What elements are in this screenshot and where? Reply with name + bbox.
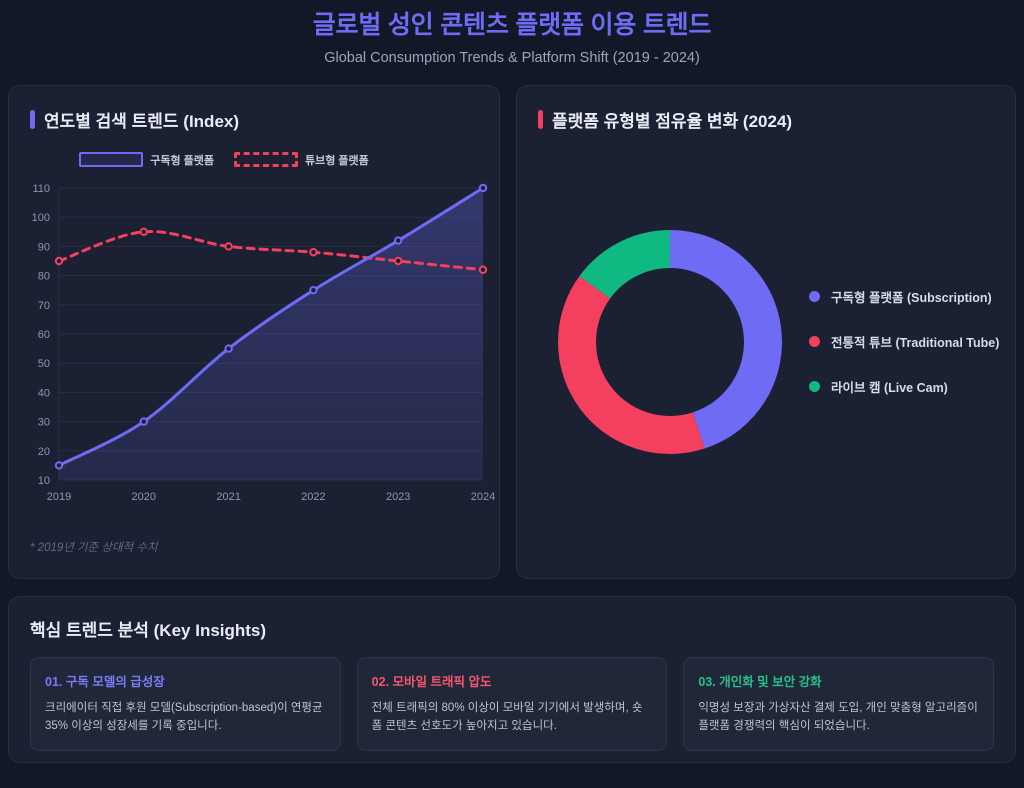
svg-text:30: 30	[38, 416, 50, 428]
donut-legend-item-tube[interactable]: 전통적 튜브 (Traditional Tube)	[809, 332, 999, 351]
svg-text:50: 50	[38, 358, 50, 370]
legend-dot-icon	[809, 291, 820, 303]
legend-swatch-dashed-icon	[234, 152, 298, 168]
tube-series-points	[54, 227, 488, 274]
legend-item-subscription[interactable]: 구독형 플랫폼	[79, 152, 214, 168]
donut-chart-title-row: 플랫폼 유형별 점유율 변화 (2024)	[517, 86, 1015, 132]
line-chart-title: 연도별 검색 트렌드 (Index)	[44, 111, 240, 131]
line-chart-plot: 10 20 30 40 50 60 70 80 90 100 110 2019 2020 2021 202…	[9, 174, 499, 539]
svg-text:90: 90	[38, 241, 50, 253]
chart-x-axis-labels: 2019 2020 2021 2022 2023 2024	[47, 491, 495, 503]
donut-legend-label-subscription: 구독형 플랫폼 (Subscription)	[831, 291, 992, 306]
line-chart-panel: 연도별 검색 트렌드 (Index) 구독형 플랫폼 튜브형 플랫폼	[8, 84, 500, 579]
insight-card-body: 전체 트래픽의 80% 이상이 모바일 기기에서 발생하며, 숏폼 콘텐츠 선호…	[371, 701, 643, 733]
page-header: 글로벌 성인 콘텐츠 플랫폼 이용 트렌드 Global Consumption…	[8, 0, 1016, 66]
donut-chart-svg	[558, 229, 783, 454]
insight-card-body: 익명성 보장과 가상자산 결제 도입, 개인 맞춤형 알고리즘이 플랫폼 경쟁력…	[698, 701, 978, 733]
donut-legend-item-livecam[interactable]: 라이브 캠 (Live Cam)	[809, 377, 999, 396]
donut-legend-label-livecam: 라이브 캠 (Live Cam)	[831, 381, 948, 396]
insight-card-head: 01. 구독 모델의 급성장	[45, 674, 165, 689]
tube-series-line	[57, 229, 485, 272]
svg-text:2019: 2019	[47, 491, 71, 503]
donut-segment[interactable]	[670, 229, 783, 449]
svg-text:110: 110	[32, 183, 50, 195]
legend-item-tube[interactable]: 튜브형 플랫폼	[234, 152, 369, 168]
donut-chart-body: 구독형 플랫폼 (Subscription) 전통적 튜브 (Tradition…	[517, 132, 1015, 552]
insight-cards-grid: 01. 구독 모델의 급성장 크리에이터 직접 후원 모델(Subscripti…	[30, 656, 995, 751]
donut-segment[interactable]	[558, 275, 705, 454]
page-title: 글로벌 성인 콘텐츠 플랫폼 이용 트렌드	[312, 11, 712, 39]
area-fill	[59, 187, 483, 480]
line-chart-footnote: * 2019년 기준 상대적 수치	[30, 541, 158, 554]
line-chart-title-row: 연도별 검색 트렌드 (Index)	[9, 86, 499, 132]
accent-bar-icon	[30, 109, 35, 129]
donut-chart-legend: 구독형 플랫폼 (Subscription) 전통적 튜브 (Tradition…	[805, 287, 999, 396]
charts-row: 연도별 검색 트렌드 (Index) 구독형 플랫폼 튜브형 플랫폼	[8, 84, 1016, 579]
legend-dot-icon	[809, 381, 820, 393]
svg-text:60: 60	[38, 329, 50, 341]
insight-card[interactable]: 01. 구독 모델의 급성장 크리에이터 직접 후원 모델(Subscripti…	[30, 656, 341, 751]
svg-text:100: 100	[32, 212, 50, 224]
svg-text:2022: 2022	[301, 491, 325, 503]
key-insights-panel: 핵심 트렌드 분석 (Key Insights) 01. 구독 모델의 급성장 …	[8, 595, 1016, 763]
subscription-series-line	[57, 186, 485, 467]
subscription-series-points	[54, 183, 488, 470]
chart-y-axis-labels: 10 20 30 40 50 60 70 80 90 100 110	[32, 183, 50, 487]
svg-text:2020: 2020	[132, 491, 156, 503]
insight-card-body: 크리에이터 직접 후원 모델(Subscription-based)이 연평균 …	[45, 701, 323, 733]
legend-label-subscription: 구독형 플랫폼	[150, 154, 214, 167]
donut-legend-label-tube: 전통적 튜브 (Traditional Tube)	[831, 336, 1000, 351]
donut-chart-plot	[535, 222, 805, 462]
svg-text:20: 20	[38, 446, 50, 458]
line-chart-legend: 구독형 플랫폼 튜브형 플랫폼	[9, 152, 499, 168]
legend-swatch-solid-icon	[79, 152, 144, 168]
accent-bar-icon	[538, 109, 543, 129]
svg-text:10: 10	[38, 475, 50, 487]
donut-chart-title: 플랫폼 유형별 점유율 변화 (2024)	[552, 111, 793, 131]
svg-text:2023: 2023	[386, 491, 410, 503]
insight-card[interactable]: 03. 개인화 및 보안 강화 익명성 보장과 가상자산 결제 도입, 개인 맞…	[683, 656, 995, 751]
donut-segment[interactable]	[579, 229, 670, 299]
svg-text:2024: 2024	[471, 491, 495, 503]
line-chart-svg: 10 20 30 40 50 60 70 80 90 100 110 2019 2020 2021 202…	[32, 183, 496, 503]
insight-card-head: 03. 개인화 및 보안 강화	[698, 674, 822, 689]
insight-card-head: 02. 모바일 트래픽 압도	[371, 674, 492, 689]
svg-text:80: 80	[38, 270, 50, 282]
insight-card[interactable]: 02. 모바일 트래픽 압도 전체 트래픽의 80% 이상이 모바일 기기에서 …	[356, 656, 668, 751]
page-subtitle: Global Consumption Trends & Platform Shi…	[324, 49, 700, 66]
svg-text:70: 70	[38, 300, 50, 312]
legend-dot-icon	[809, 336, 820, 348]
svg-text:40: 40	[38, 387, 50, 399]
donut-chart-panel: 플랫폼 유형별 점유율 변화 (2024) 구독형 플랫폼 (Subscript…	[516, 84, 1016, 579]
legend-label-tube: 튜브형 플랫폼	[305, 154, 369, 167]
donut-segments[interactable]	[558, 229, 783, 454]
svg-text:2021: 2021	[216, 491, 240, 503]
key-insights-heading: 핵심 트렌드 분석 (Key Insights)	[30, 620, 267, 640]
donut-legend-item-subscription[interactable]: 구독형 플랫폼 (Subscription)	[809, 287, 999, 306]
